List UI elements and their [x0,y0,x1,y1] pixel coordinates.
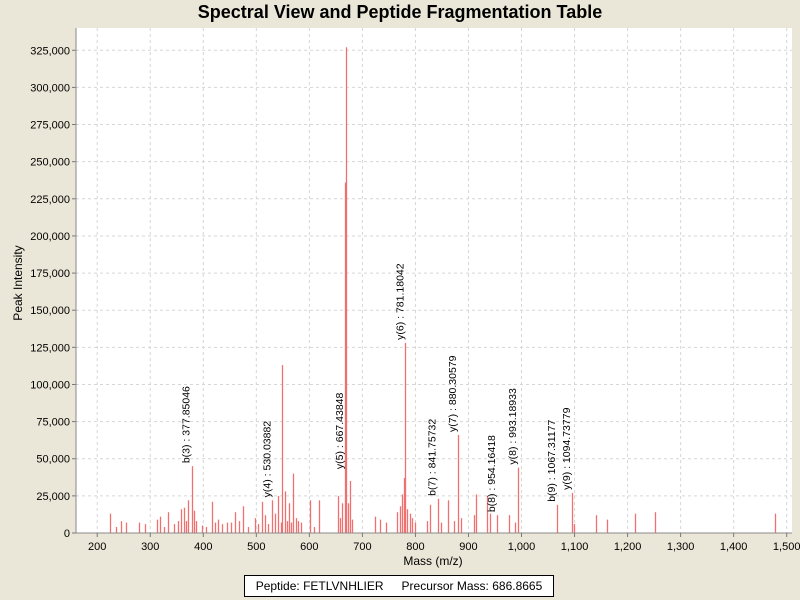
chart-title: Spectral View and Peptide Fragmentation … [197,2,603,22]
x-tick-label: 400 [194,541,212,553]
y-tick-label: 225,000 [30,194,70,206]
peak-annotation: b(9) : 1067.31177 [546,420,558,502]
y-tick-label: 275,000 [30,120,70,132]
y-tick-label: 300,000 [30,82,70,94]
precursor-mass-label: Precursor Mass: 686.8665 [401,579,543,593]
y-tick-label: 175,000 [30,268,70,280]
x-tick-label: 500 [247,541,265,553]
x-tick-label: 900 [459,541,477,553]
peak-annotation: y(4) : 530.03882 [261,421,273,498]
peak-annotations: b(3) : 377.85046 y(4) : 530.03882 y(5) : 6… [181,263,573,512]
y-tick-label: 200,000 [30,231,70,243]
peptide-info-box: Peptide: FETLVNHLIER Precursor Mass: 686… [244,575,554,597]
x-tick-label: 700 [353,541,371,553]
grid-lines [76,28,792,533]
x-tick-label: 1,300 [667,541,695,553]
y-tick-label: 50,000 [36,454,70,466]
peak-annotation: b(8) : 954.16418 [486,435,498,512]
y-tick-label: 100,000 [30,379,70,391]
peak-annotation: y(9) : 1094.73779 [561,407,573,489]
x-tick-label: 1,000 [508,541,536,553]
x-tick-label: 1,500 [773,541,800,553]
x-tick-label: 600 [300,541,318,553]
x-tick-label: 300 [141,541,159,553]
axes: 0 25,000 50,000 75,000 100,000 125,000 150,000… [30,28,800,553]
peak-annotation: y(5) : 667.43848 [334,392,346,469]
peak-bars [109,47,777,533]
y-tick-label: 250,000 [30,157,70,169]
y-tick-label: 0 [64,528,70,540]
peak-annotation: y(8) : 993.18933 [507,388,519,465]
x-tick-label: 800 [406,541,424,553]
peptide-label: Peptide: FETLVNHLIER [255,579,384,593]
y-tick-label: 75,000 [36,417,70,429]
y-tick-label: 150,000 [30,305,70,317]
peak-annotation: b(3) : 377.85046 [181,386,193,463]
y-tick-label: 325,000 [30,45,70,57]
x-tick-label: 200 [88,541,106,553]
x-tick-label: 1,100 [561,541,589,553]
y-tick-label: 25,000 [36,491,70,503]
peak-annotation: y(7) : 880.30579 [447,355,459,432]
y-tick-label: 125,000 [30,342,70,354]
y-axis-label: Peak Intensity [11,245,25,320]
x-tick-label: 1,400 [720,541,748,553]
plot-area [76,28,792,533]
peak-annotation: y(6) : 781.18042 [394,263,406,340]
x-axis-label: Mass (m/z) [403,554,462,568]
peak-annotation: b(7) : 841.75732 [427,419,439,496]
x-tick-label: 1,200 [614,541,642,553]
